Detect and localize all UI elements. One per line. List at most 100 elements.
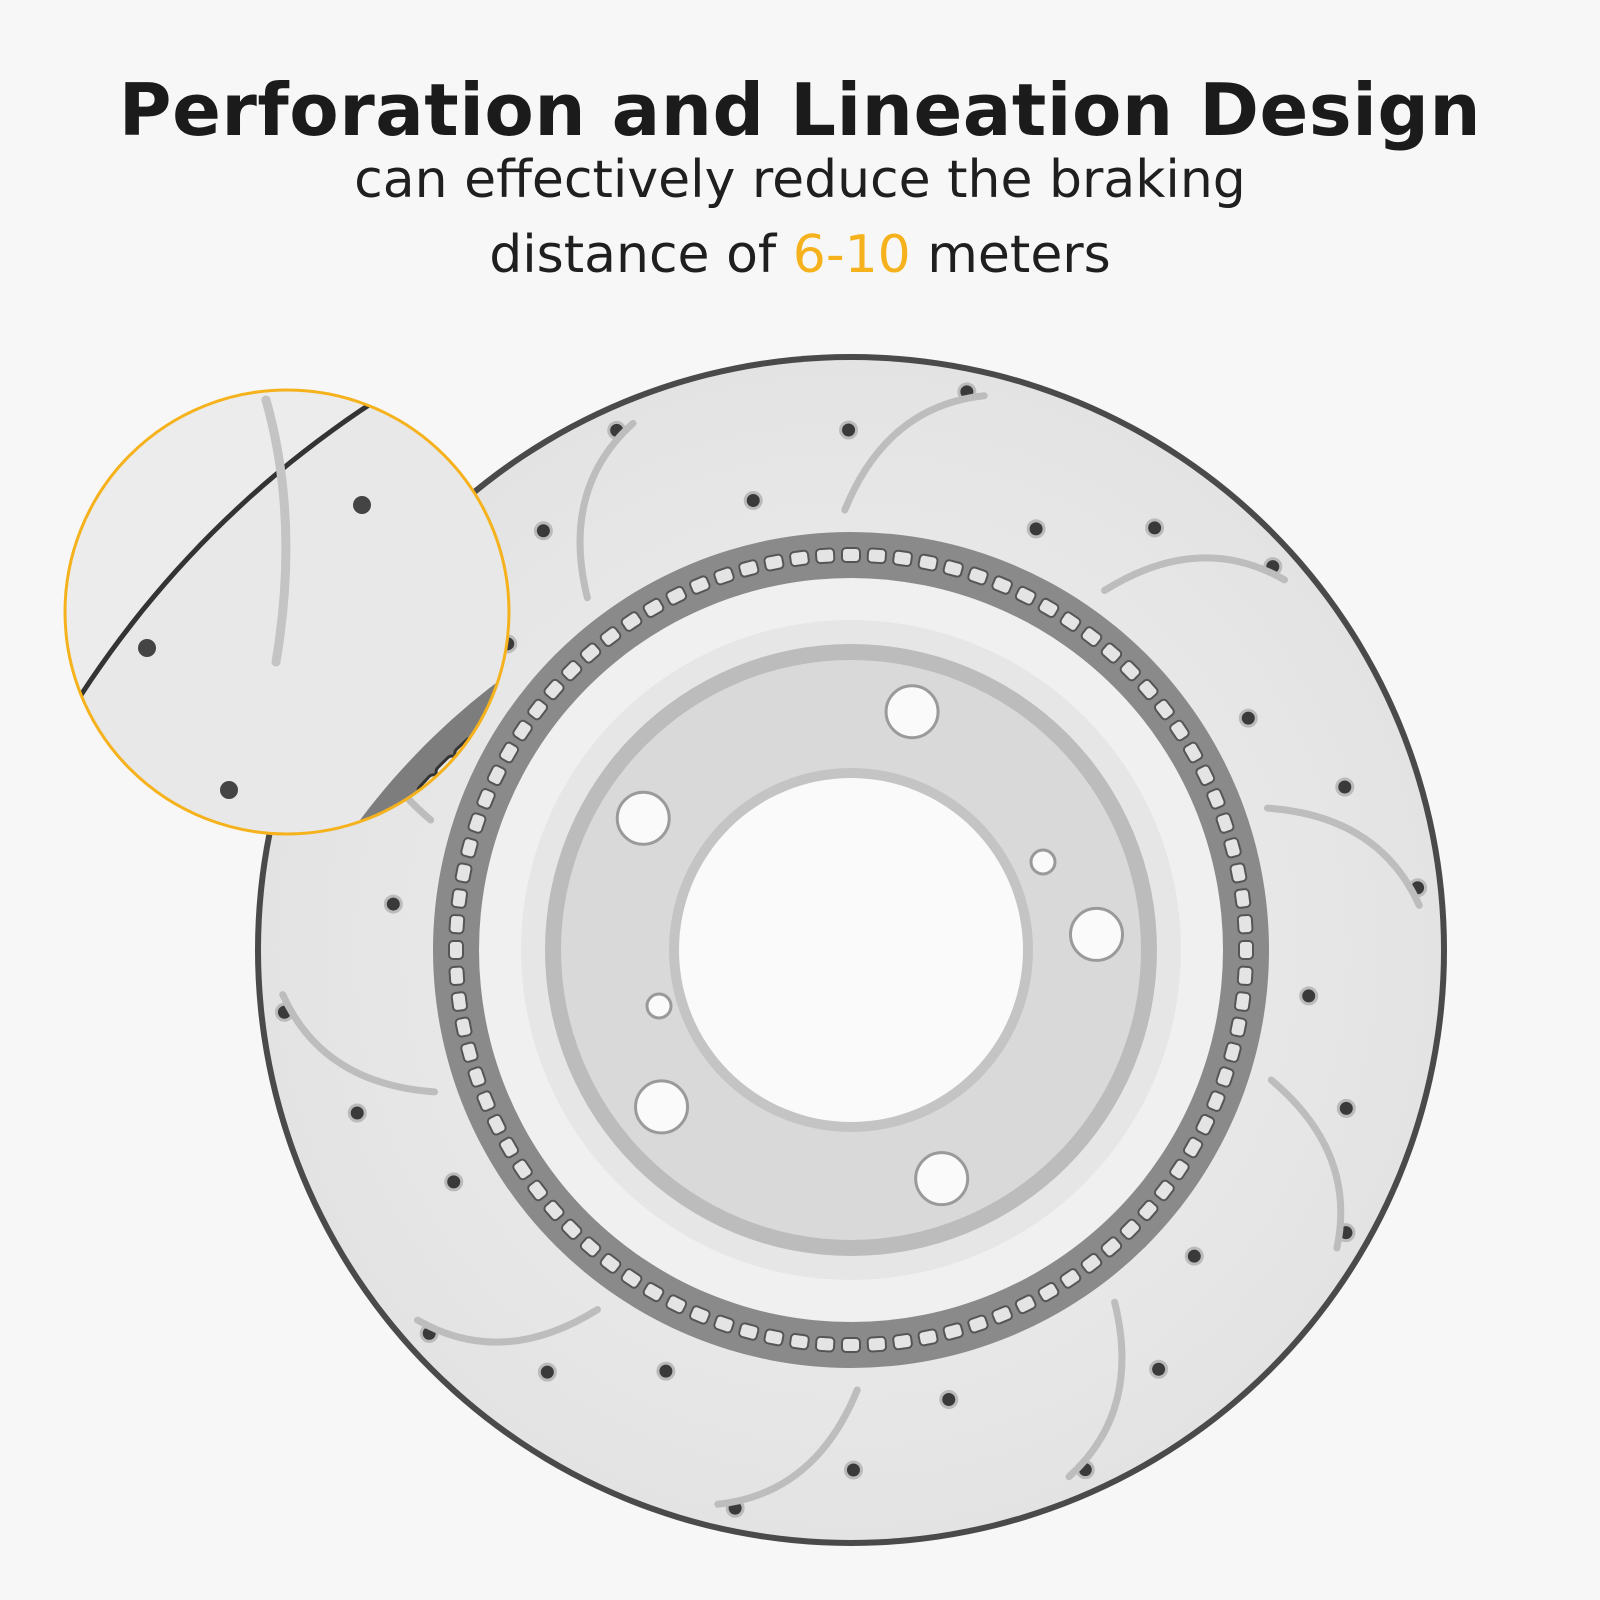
vent bbox=[467, 812, 487, 834]
vent bbox=[814, 547, 836, 565]
vent bbox=[841, 547, 861, 563]
vent bbox=[1037, 597, 1060, 619]
vent bbox=[1119, 660, 1141, 682]
drilled-hole bbox=[533, 521, 553, 541]
vent bbox=[665, 1294, 688, 1315]
vent bbox=[1233, 888, 1252, 909]
vent bbox=[1236, 913, 1254, 935]
subheadline: can effectively reduce the braking bbox=[354, 150, 1246, 210]
slot bbox=[1264, 804, 1423, 909]
vent bbox=[467, 1066, 487, 1088]
vent bbox=[991, 1305, 1013, 1325]
vent bbox=[866, 547, 888, 565]
vent bbox=[841, 1337, 861, 1353]
subheadline-distance: distance of 6-10 meters bbox=[0, 225, 1600, 285]
vent bbox=[1182, 1136, 1204, 1159]
slot bbox=[1065, 1298, 1126, 1481]
vent bbox=[1059, 1268, 1082, 1289]
slot bbox=[1101, 554, 1289, 594]
vent bbox=[1080, 1252, 1103, 1274]
slot bbox=[841, 392, 988, 514]
vent bbox=[527, 1179, 549, 1202]
vent bbox=[991, 575, 1013, 595]
vent bbox=[450, 991, 469, 1012]
vent bbox=[1229, 862, 1248, 884]
vent bbox=[1119, 1218, 1141, 1240]
drilled-hole bbox=[1335, 777, 1355, 797]
vent bbox=[1206, 1090, 1226, 1112]
vent bbox=[917, 553, 939, 572]
vent bbox=[642, 597, 665, 619]
lug-hole bbox=[615, 790, 671, 846]
brake-rotor bbox=[255, 354, 1447, 1546]
slot bbox=[576, 419, 637, 602]
vent bbox=[892, 1332, 913, 1351]
vent bbox=[1153, 698, 1175, 721]
vent bbox=[1182, 741, 1204, 764]
vent bbox=[1137, 1199, 1159, 1222]
lug-holes bbox=[615, 684, 1125, 1207]
drilled-hole bbox=[1238, 708, 1258, 728]
vent bbox=[498, 741, 520, 764]
drilled-hole bbox=[1336, 1098, 1356, 1118]
vent bbox=[1215, 1066, 1235, 1088]
inset-drilled-hole bbox=[220, 781, 238, 799]
vent bbox=[789, 1332, 810, 1351]
vent bbox=[1169, 1158, 1190, 1181]
drilled-hole bbox=[656, 1361, 676, 1381]
vent bbox=[892, 549, 913, 568]
vent bbox=[486, 764, 507, 787]
vent bbox=[460, 1041, 479, 1063]
vent bbox=[599, 626, 622, 648]
vent bbox=[763, 1328, 785, 1347]
vent bbox=[1238, 940, 1254, 960]
vent bbox=[486, 1113, 507, 1136]
vent bbox=[448, 965, 466, 987]
vent bbox=[1223, 837, 1242, 859]
vent bbox=[476, 788, 496, 810]
vent bbox=[1080, 626, 1103, 648]
vent bbox=[1215, 812, 1235, 834]
vent bbox=[1037, 1281, 1060, 1303]
slot bbox=[1267, 1076, 1345, 1252]
vent bbox=[738, 559, 760, 578]
vent bbox=[917, 1328, 939, 1347]
center-bore bbox=[679, 778, 1023, 1122]
vent bbox=[689, 1305, 711, 1325]
vent bbox=[561, 660, 583, 682]
vent bbox=[561, 1218, 583, 1240]
slots bbox=[279, 392, 1423, 1508]
vent bbox=[448, 913, 466, 935]
slot bbox=[714, 1386, 861, 1508]
drilled-hole bbox=[839, 420, 859, 440]
vent bbox=[942, 1322, 964, 1341]
vent bbox=[448, 940, 464, 960]
inset-border bbox=[63, 388, 511, 836]
slot bbox=[413, 1306, 601, 1346]
vent bbox=[1014, 585, 1037, 606]
vent bbox=[512, 719, 533, 742]
vent bbox=[713, 1314, 735, 1334]
vent bbox=[763, 553, 785, 572]
lug-hole bbox=[884, 684, 940, 740]
vent bbox=[1223, 1041, 1242, 1063]
magnified-inset bbox=[63, 388, 511, 836]
vent bbox=[713, 566, 735, 586]
vent bbox=[599, 1252, 622, 1274]
vent bbox=[579, 1236, 602, 1258]
vent bbox=[1059, 611, 1082, 632]
vent bbox=[476, 1090, 496, 1112]
vent bbox=[866, 1335, 888, 1353]
inset-drilled-hole bbox=[138, 639, 156, 657]
inset-drilled-hole bbox=[353, 496, 371, 514]
vent bbox=[642, 1281, 665, 1303]
vent bbox=[620, 1268, 643, 1289]
vent bbox=[738, 1322, 760, 1341]
drilled-hole bbox=[1299, 986, 1319, 1006]
drilled-hole bbox=[743, 491, 763, 511]
drilled-holes bbox=[274, 382, 1428, 1518]
distance-suffix: meters bbox=[910, 225, 1111, 285]
vent bbox=[454, 862, 473, 884]
inset-slot bbox=[261, 395, 291, 667]
